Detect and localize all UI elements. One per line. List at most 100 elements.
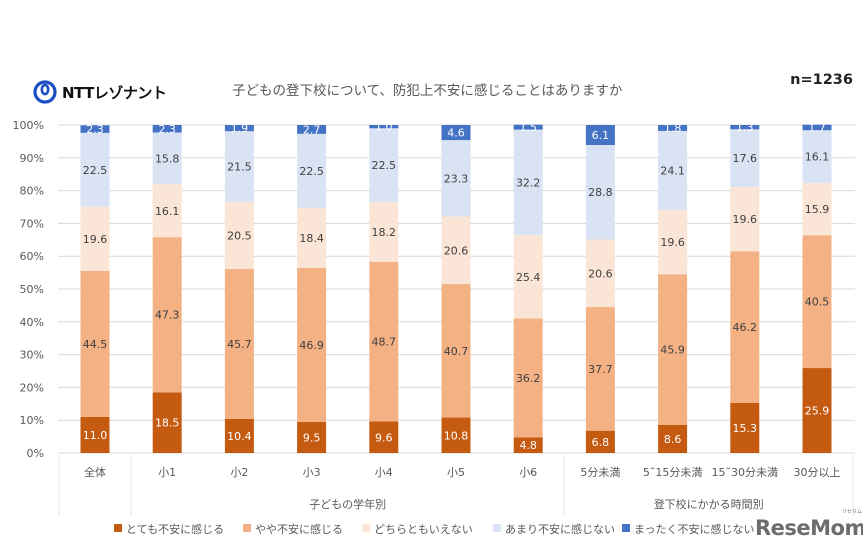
ntt-logo-icon (33, 80, 57, 104)
data-label: 21.5 (227, 160, 252, 173)
x-tick-label: 小6 (519, 466, 537, 479)
bar-segment (441, 216, 471, 285)
x-tick-label: 小1 (158, 466, 176, 479)
chart-title: 子どもの登下校について、防犯上不安に感じることはありますか (232, 83, 623, 99)
data-label: 24.1 (660, 164, 685, 177)
data-label: 22.5 (83, 164, 108, 177)
data-label: 25.4 (516, 271, 541, 284)
data-label: 46.2 (733, 321, 758, 334)
data-label: 22.5 (299, 165, 324, 178)
data-label: 1.0 (375, 121, 393, 134)
bar-segment (369, 261, 399, 422)
data-label: 16.1 (155, 205, 180, 218)
bar-segment (297, 133, 327, 208)
bar-segment (802, 235, 832, 369)
y-tick-label: 80% (20, 185, 44, 198)
bar-segment (730, 129, 760, 187)
bar-segment (730, 251, 760, 403)
data-label: 46.9 (299, 339, 324, 352)
bar-segment (441, 140, 471, 217)
bar-segment (152, 184, 182, 238)
data-label: 48.7 (372, 336, 397, 349)
watermark-text: ReseMom (755, 516, 863, 540)
bar-segment (802, 124, 832, 131)
data-label: 19.6 (83, 233, 108, 246)
bar-segment (658, 125, 688, 131)
bar-segment (441, 125, 471, 141)
bar-segment (152, 237, 182, 393)
y-tick-label: 20% (20, 381, 44, 394)
logo-text: NTTレゾナント (62, 83, 167, 102)
bar-segment (658, 130, 688, 210)
bar-segment (658, 274, 688, 425)
bar-segment (513, 437, 543, 453)
data-label: 6.1 (592, 129, 610, 142)
data-label: 1.3 (736, 121, 754, 134)
bar-segment (369, 202, 399, 262)
bar-segment (513, 129, 543, 236)
data-label: 18.2 (372, 226, 397, 239)
bar-segment (369, 421, 399, 453)
bar-segment (730, 125, 760, 130)
data-label: 25.9 (805, 405, 830, 418)
bar-segment (513, 124, 543, 130)
bar-segment (585, 145, 615, 240)
data-label: 18.4 (299, 232, 324, 245)
legend-label: やや不安に感じる (255, 522, 343, 536)
data-label: 4.8 (519, 439, 537, 452)
x-tick-label: 小4 (375, 466, 393, 479)
bar-segment (80, 206, 110, 271)
data-label: 36.2 (516, 372, 541, 385)
bar-segment (585, 239, 615, 308)
bar-segment (730, 186, 760, 252)
resemom-watermark: ReseMom リセマム (755, 509, 863, 540)
bar-segment (224, 418, 254, 453)
bar-segment (224, 131, 254, 202)
data-label: 22.5 (372, 159, 397, 172)
bar-segment (224, 201, 254, 269)
data-label: 10.4 (227, 430, 252, 443)
x-tick-label: 小3 (303, 466, 321, 479)
bar-segment (297, 421, 327, 453)
data-label: 2.3 (158, 123, 176, 136)
data-label: 18.5 (155, 417, 180, 430)
data-label: 9.5 (303, 431, 321, 444)
bar-segment (224, 268, 254, 419)
data-label: 17.6 (733, 152, 758, 165)
group-label: 子どもの学年別 (309, 497, 386, 511)
y-tick-label: 90% (20, 152, 44, 165)
bar-segment (658, 424, 688, 453)
bar-segment (802, 183, 832, 236)
bar-segment (441, 284, 471, 418)
x-tick-label: 5˜15分未満 (643, 466, 703, 479)
data-label: 1.9 (231, 122, 249, 135)
watermark-ruby: リセマム (841, 509, 862, 515)
legend-swatch (114, 524, 122, 532)
y-tick-label: 10% (20, 414, 44, 427)
data-label: 40.5 (805, 296, 830, 309)
bar-segment (369, 125, 399, 129)
bar-segment (441, 417, 471, 453)
data-label: 6.8 (592, 436, 610, 449)
data-label: 11.0 (83, 429, 108, 442)
group-label: 登下校にかかる時間別 (654, 497, 764, 511)
data-label: 8.6 (664, 433, 682, 446)
bar-segment (730, 402, 760, 453)
data-label: 15.3 (733, 422, 758, 435)
data-label: 47.3 (155, 309, 180, 322)
bar-segment (585, 307, 615, 431)
y-tick-label: 30% (20, 349, 44, 362)
data-label: 10.8 (444, 429, 469, 442)
legend-label: あまり不安に感じない (505, 522, 615, 536)
data-label: 1.5 (519, 121, 537, 134)
bar-segment (80, 132, 110, 207)
legend-label: とても不安に感じる (126, 522, 224, 536)
ntt-resonant-logo: NTTレゾナント (33, 80, 167, 104)
data-label: 20.6 (588, 267, 613, 280)
y-tick-label: 40% (20, 316, 44, 329)
bar-segment (585, 125, 615, 146)
legend-swatch (362, 524, 370, 532)
data-label: 20.5 (227, 229, 252, 242)
x-tick-label: 全体 (84, 465, 106, 479)
